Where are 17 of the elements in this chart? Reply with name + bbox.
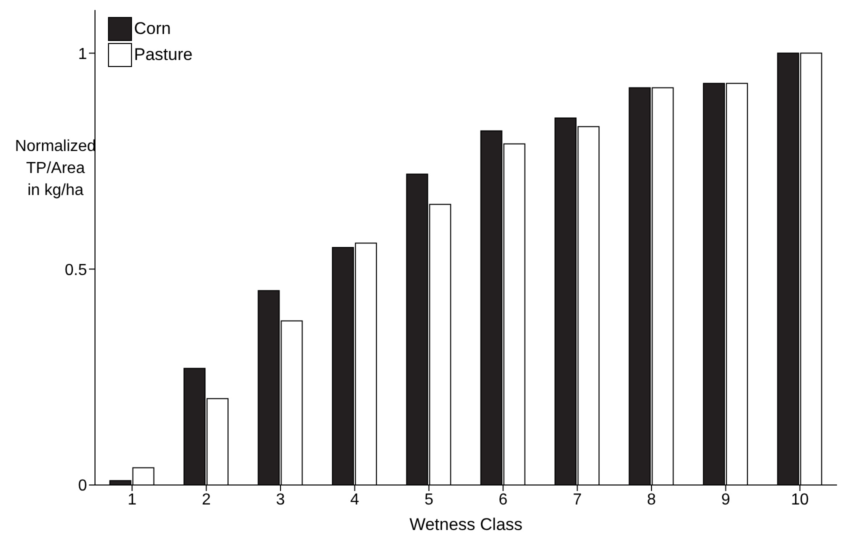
legend-label: Corn bbox=[134, 19, 171, 39]
x-tick-label: 4 bbox=[350, 491, 360, 508]
x-tick-label: 6 bbox=[498, 491, 508, 508]
x-tick-label: 3 bbox=[276, 491, 286, 508]
x-tick-label: 9 bbox=[721, 491, 730, 508]
x-tick-label: 8 bbox=[647, 491, 656, 508]
y-tick-label: 0 bbox=[78, 478, 88, 495]
y-tick-label: 1 bbox=[78, 46, 88, 63]
y-axis-title: Normalized TP/Area in kg/ha bbox=[14, 137, 97, 201]
x-tick-label: 7 bbox=[572, 491, 582, 508]
x-tick-label: 10 bbox=[791, 491, 809, 508]
legend-label: Pasture bbox=[134, 45, 193, 65]
x-axis-title: Wetness Class bbox=[409, 515, 523, 534]
y-tick-label: 0.5 bbox=[64, 262, 88, 279]
x-tick-label: 2 bbox=[202, 491, 211, 508]
x-tick-label: 5 bbox=[424, 491, 434, 508]
x-tick-label: 1 bbox=[128, 491, 137, 508]
